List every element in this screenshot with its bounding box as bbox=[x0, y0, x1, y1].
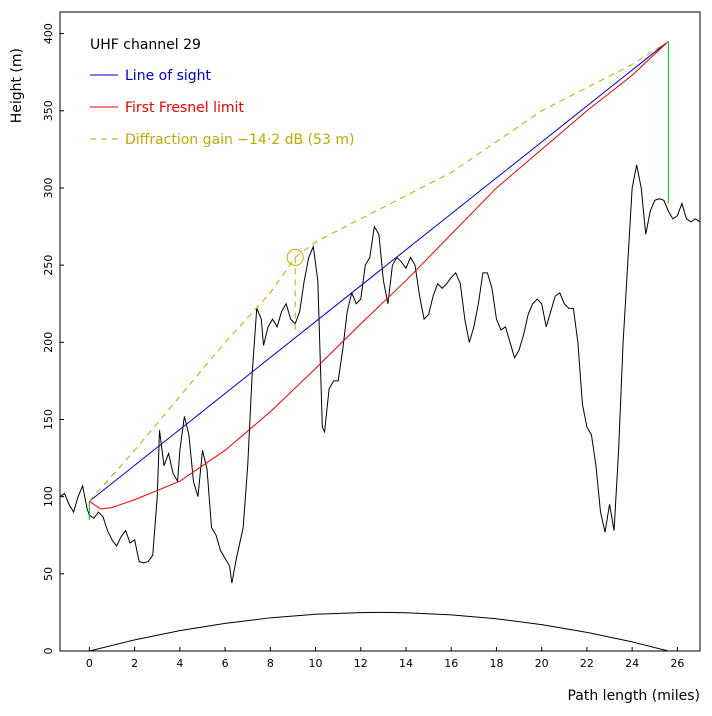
subtitle: UHF channel 29 bbox=[90, 37, 201, 53]
y-tick-label: 250 bbox=[42, 255, 55, 276]
y-tick-label: 50 bbox=[42, 567, 55, 581]
y-axis-label: Height (m) bbox=[9, 48, 25, 123]
y-tick-label: 0 bbox=[42, 648, 55, 655]
y-tick-label: 300 bbox=[42, 177, 55, 198]
x-tick-label: 16 bbox=[444, 657, 458, 670]
series-line bbox=[60, 164, 700, 584]
y-tick-label: 400 bbox=[42, 23, 55, 44]
y-tick-label: 150 bbox=[42, 409, 55, 430]
plot-frame bbox=[59, 11, 701, 652]
x-axis-label: Path length (miles) bbox=[567, 688, 700, 704]
x-tick-label: 18 bbox=[489, 657, 503, 670]
legend-label: Diffraction gain −14·2 dB (53 m) bbox=[125, 132, 354, 148]
x-tick-label: 26 bbox=[670, 657, 684, 670]
x-tick-label: 8 bbox=[267, 657, 274, 670]
x-tick-label: 10 bbox=[309, 657, 323, 670]
x-tick-label: 20 bbox=[535, 657, 549, 670]
x-tick-label: 24 bbox=[625, 657, 639, 670]
plot-area bbox=[60, 40, 700, 651]
legend-label: First Fresnel limit bbox=[125, 100, 244, 116]
x-tick-label: 22 bbox=[580, 657, 594, 670]
x-tick-label: 12 bbox=[354, 657, 368, 670]
series-line bbox=[89, 40, 669, 502]
marker bbox=[286, 248, 304, 266]
series-line bbox=[89, 40, 669, 510]
y-tick-label: 350 bbox=[42, 100, 55, 121]
x-tick-label: 2 bbox=[131, 657, 138, 670]
x-tick-label: 14 bbox=[399, 657, 413, 670]
x-tick-label: 0 bbox=[86, 657, 93, 670]
series-line bbox=[89, 611, 669, 651]
legend-label: Line of sight bbox=[125, 68, 212, 84]
y-tick-label: 200 bbox=[42, 332, 55, 353]
x-tick-label: 6 bbox=[222, 657, 229, 670]
series-line bbox=[89, 40, 669, 502]
x-tick-label: 4 bbox=[176, 657, 183, 670]
y-tick-label: 100 bbox=[42, 486, 55, 507]
